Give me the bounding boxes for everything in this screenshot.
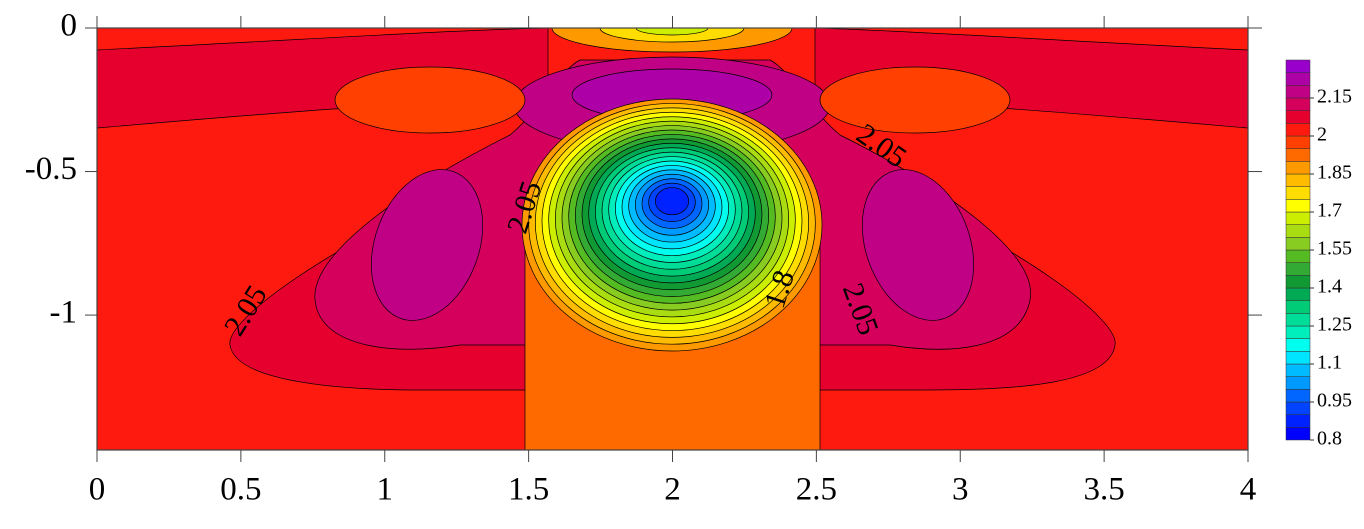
colorbar-cell xyxy=(1285,161,1311,175)
x-tick-label: 0 xyxy=(89,472,106,508)
x-tick-label: 2.5 xyxy=(796,472,837,508)
colorbar-cell xyxy=(1285,325,1311,339)
colorbar-cell xyxy=(1285,211,1311,225)
colorbar-cell xyxy=(1285,313,1311,327)
x-tick-label: 2 xyxy=(664,472,681,508)
colorbar-cell xyxy=(1285,135,1311,149)
x-tick-label: 3.5 xyxy=(1084,472,1125,508)
colorbar-label: 1.25 xyxy=(1317,314,1352,336)
x-tick-label: 0.5 xyxy=(220,472,261,508)
contour-field xyxy=(97,28,1248,450)
colorbar-cell xyxy=(1285,414,1311,428)
colorbar-cell xyxy=(1285,300,1311,314)
colorbar-cell xyxy=(1285,72,1311,86)
contour-band xyxy=(654,187,690,216)
y-tick-label: -1 xyxy=(50,295,78,331)
colorbar-label: 1.85 xyxy=(1317,162,1352,184)
colorbar-cell xyxy=(1285,224,1311,238)
colorbar-cell xyxy=(1285,110,1311,124)
colorbar-cell xyxy=(1285,376,1311,390)
colorbar-cell xyxy=(1285,85,1311,99)
colorbar-cell xyxy=(1285,249,1311,263)
colorbar-cell xyxy=(1285,199,1311,213)
colorbar-label: 2.15 xyxy=(1317,86,1352,108)
colorbar-label: 1.7 xyxy=(1317,200,1342,222)
x-tick-label: 4 xyxy=(1240,472,1257,508)
colorbar-label: 1.55 xyxy=(1317,238,1352,260)
colorbar-cell xyxy=(1285,262,1311,276)
contour-band xyxy=(819,66,1011,134)
colorbar-label: 1.4 xyxy=(1317,276,1342,298)
x-tick-label: 1.5 xyxy=(508,472,549,508)
colorbar-cell xyxy=(1285,123,1311,137)
contour-band xyxy=(370,169,484,321)
y-tick-label: -0.5 xyxy=(25,151,77,187)
colorbar-cell xyxy=(1285,363,1311,377)
x-tick-label: 1 xyxy=(377,472,394,508)
colorbar-cell xyxy=(1285,173,1311,187)
colorbar-label: 1.1 xyxy=(1317,352,1342,374)
contour-band xyxy=(635,28,709,36)
colorbar-cell xyxy=(1285,389,1311,403)
contour-band xyxy=(334,66,526,134)
colorbar-cell xyxy=(1285,427,1311,441)
colorbar-cell xyxy=(1285,351,1311,365)
colorbar-cell xyxy=(1285,287,1311,301)
y-tick-label: 0 xyxy=(61,8,78,44)
colorbar-cell xyxy=(1285,237,1311,251)
colorbar-cell xyxy=(1285,186,1311,200)
colorbar-cell xyxy=(1285,97,1311,111)
colorbar-label: 0.95 xyxy=(1317,390,1352,412)
colorbar-label: 0.8 xyxy=(1317,428,1342,450)
colorbar-cell xyxy=(1285,59,1311,73)
colorbar-cell xyxy=(1285,401,1311,415)
colorbar-cell xyxy=(1285,338,1311,352)
colorbar-label: 2 xyxy=(1317,124,1327,146)
contour-band xyxy=(861,169,975,321)
colorbar-cell xyxy=(1285,148,1311,162)
colorbar-cell xyxy=(1285,275,1311,289)
x-tick-label: 3 xyxy=(952,472,969,508)
